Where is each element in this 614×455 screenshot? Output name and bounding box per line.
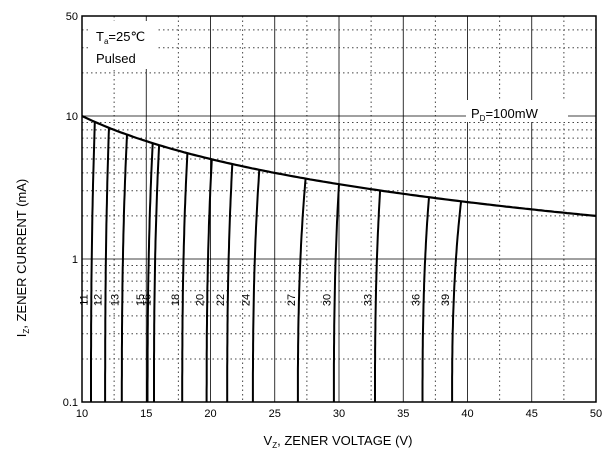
x-tick-label: 40	[461, 408, 473, 420]
y-axis-label: IZ, ZENER CURRENT (mA)	[14, 179, 31, 338]
x-tick-label: 25	[269, 408, 281, 420]
x-axis-label: VZ, ZENER VOLTAGE (V)	[264, 433, 413, 450]
y-tick-labels: 0.1 1 10 50	[63, 11, 78, 409]
voltage-label-16: 16	[142, 294, 154, 306]
zener-curve-12	[104, 127, 110, 402]
voltage-label-18: 18	[170, 294, 182, 306]
plot-frame	[81, 15, 597, 403]
voltage-label-27: 27	[286, 294, 298, 306]
zener-curve-33	[374, 190, 382, 402]
zener-curve-22	[226, 164, 234, 402]
zener-curve-39	[451, 201, 463, 402]
x-tick-label: 35	[397, 408, 409, 420]
x-tick-label: 50	[590, 408, 602, 420]
pulsed-annotation: Pulsed	[96, 51, 136, 66]
pd-annotation-background	[466, 100, 568, 122]
voltage-label-12: 12	[93, 294, 105, 306]
zener-curve-24	[251, 169, 261, 402]
voltage-label-20: 20	[194, 294, 206, 306]
ta-annotation-background	[88, 21, 158, 69]
zener-curve-36	[421, 197, 430, 402]
x-tick-label: 20	[204, 408, 216, 420]
zener-curve-30	[332, 184, 340, 402]
zener-curve-11	[90, 121, 96, 402]
voltage-label-22: 22	[215, 294, 227, 306]
zener-curve-27	[296, 178, 307, 402]
voltage-label-36: 36	[410, 294, 422, 306]
x-tick-labels: 10 15 20 25 30 35 40 45 50	[76, 408, 602, 420]
y-tick-label: 1	[72, 254, 78, 266]
x-tick-label: 10	[76, 408, 88, 420]
voltage-label-15: 15	[135, 294, 147, 306]
zener-curve-20	[205, 159, 213, 402]
x-tick-label: 30	[333, 408, 345, 420]
x-tick-label: 45	[526, 408, 538, 420]
zener-curves	[90, 121, 463, 402]
y-tick-label: 50	[66, 11, 78, 23]
voltage-label-11: 11	[78, 294, 90, 305]
voltage-label-33: 33	[363, 294, 375, 306]
zener-curve-18	[181, 153, 189, 402]
pd-annotation: PD=100mW	[471, 106, 539, 123]
voltage-label-30: 30	[321, 294, 333, 306]
voltage-label-24: 24	[241, 294, 253, 306]
y-tick-label: 0.1	[63, 397, 78, 409]
voltage-label-13: 13	[109, 294, 121, 306]
zener-curve-15	[146, 143, 154, 402]
x-tick-label: 15	[140, 408, 152, 420]
ta-annotation: Ta=25℃	[96, 29, 145, 46]
zener-curve-16	[153, 145, 161, 402]
y-tick-label: 10	[66, 111, 78, 123]
zener-curve-13	[120, 134, 128, 402]
voltage-label-39: 39	[440, 294, 452, 306]
